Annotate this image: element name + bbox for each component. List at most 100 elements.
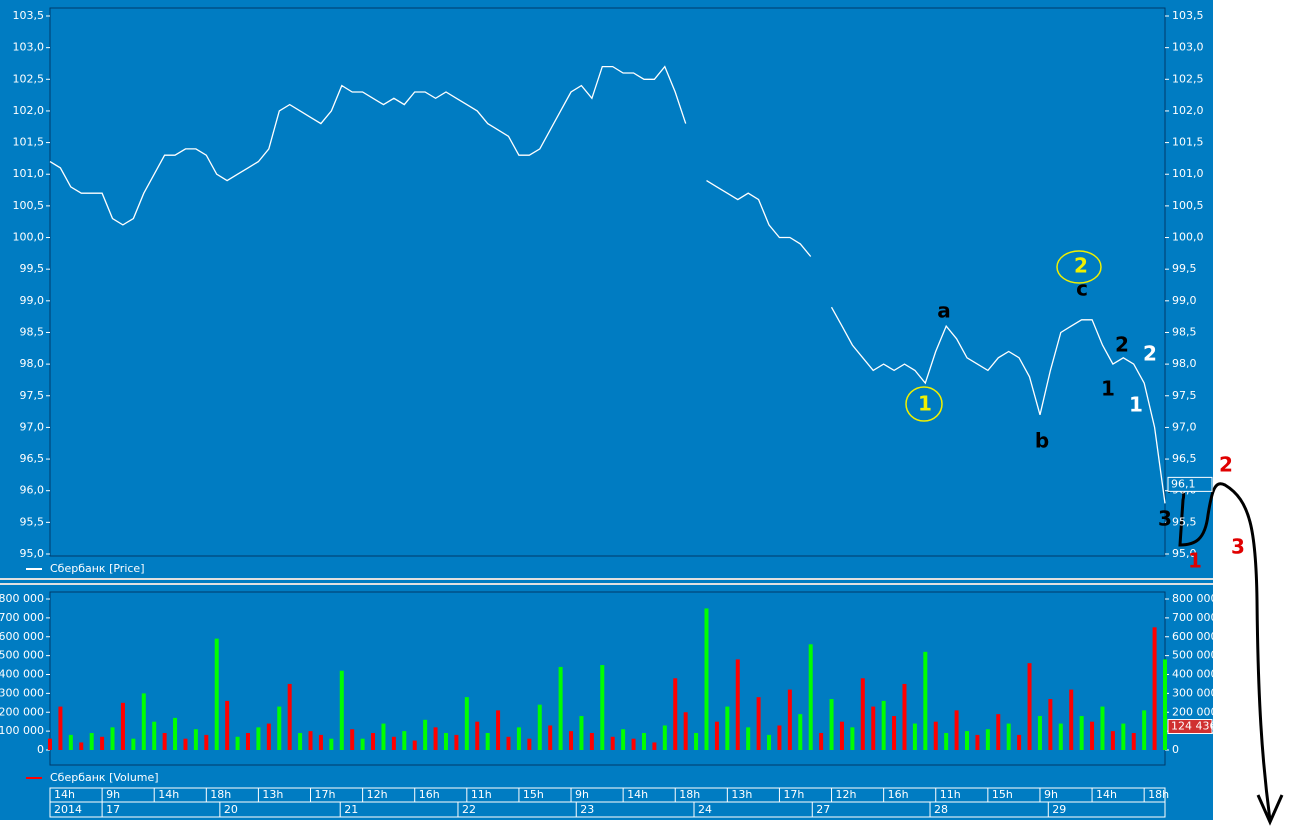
volume-bar <box>871 706 876 750</box>
volume-bar <box>371 733 376 750</box>
volume-bar <box>1131 733 1136 750</box>
volume-bar <box>1079 716 1084 750</box>
volume-bar <box>110 727 115 750</box>
volume-bar <box>235 736 240 750</box>
volume-bar <box>641 733 646 750</box>
date-label: 22 <box>462 803 476 816</box>
time-label: 12h <box>836 788 857 801</box>
last-value-box <box>1167 476 1213 492</box>
volume-bar <box>298 733 303 750</box>
y-tick-label: 101,5 <box>1172 136 1204 149</box>
volume-bar <box>152 721 157 750</box>
y-tick-label: 97,0 <box>20 420 45 433</box>
legend-label: Сбербанк [Volume] <box>50 771 159 784</box>
y-tick-label: 101,5 <box>13 136 45 149</box>
volume-bar <box>423 719 428 750</box>
wave-label: 2 <box>1219 453 1233 477</box>
date-label: 23 <box>580 803 594 816</box>
volume-bar <box>662 725 667 750</box>
annotation-circle <box>905 386 943 422</box>
volume-bar <box>1037 716 1042 750</box>
volume-bar <box>443 733 448 750</box>
y-tick-label: 102,0 <box>13 104 45 117</box>
y-tick-label: 97,0 <box>1172 420 1197 433</box>
y-tick-label: 101,0 <box>13 167 45 180</box>
y-tick-label: 200 000 <box>0 705 44 718</box>
volume-bar <box>829 699 834 750</box>
volume-bar <box>902 683 907 750</box>
y-tick-label: 300 000 <box>0 686 44 699</box>
y-tick-label: 98,5 <box>20 325 45 338</box>
y-tick-label: 95,0 <box>1172 547 1197 560</box>
y-tick-label: 500 000 <box>1172 649 1218 662</box>
y-tick-label: 600 000 <box>0 630 44 643</box>
y-tick-label: 103,0 <box>1172 41 1204 54</box>
y-tick-label: 96,5 <box>1172 452 1197 465</box>
y-tick-label: 102,5 <box>13 72 45 85</box>
volume-bar <box>329 738 334 750</box>
volume-bar <box>808 644 813 750</box>
volume-bar <box>256 727 261 750</box>
time-label: 9h <box>106 788 120 801</box>
last-value-label: 96,1 <box>1171 477 1196 490</box>
volume-bar <box>839 721 844 750</box>
y-tick-label: 95,5 <box>1172 515 1197 528</box>
y-tick-label: 100 000 <box>0 724 44 737</box>
volume-bar <box>777 725 782 750</box>
volume-bar <box>68 734 73 750</box>
y-tick-label: 100,0 <box>1172 231 1204 244</box>
volume-bar <box>610 736 615 750</box>
y-tick-label: 700 000 <box>1172 611 1218 624</box>
volume-bar <box>579 716 584 750</box>
volume-bar <box>912 723 917 750</box>
volume-bar <box>756 697 761 750</box>
volume-bar <box>735 659 740 750</box>
volume-bar <box>183 738 188 750</box>
volume-bar <box>798 714 803 750</box>
volume-bar <box>391 736 396 750</box>
y-tick-label: 95,5 <box>20 515 45 528</box>
wave-label: 2 <box>1143 342 1157 366</box>
volume-bar <box>173 717 178 750</box>
volume-bar <box>746 727 751 750</box>
volume-bar <box>558 666 563 750</box>
volume-bar <box>485 733 490 750</box>
volume-bar <box>433 727 438 750</box>
volume-bar <box>339 670 344 750</box>
volume-bar <box>631 738 636 750</box>
volume-bar <box>1152 627 1157 750</box>
volume-bar <box>120 702 125 750</box>
date-label: 24 <box>698 803 712 816</box>
y-tick-label: 700 000 <box>0 611 44 624</box>
volume-bar <box>131 738 136 750</box>
volume-bar <box>287 683 292 750</box>
wave-label: a <box>937 299 951 323</box>
volume-bar <box>318 734 323 750</box>
y-tick-label: 400 000 <box>1172 668 1218 681</box>
time-label: 9h <box>1044 788 1058 801</box>
time-label: 15h <box>992 788 1013 801</box>
volume-bar <box>589 733 594 750</box>
y-tick-label: 300 000 <box>1172 686 1218 699</box>
volume-bar <box>1058 723 1063 750</box>
volume-bar <box>266 723 271 750</box>
wave-label: 2 <box>1115 333 1129 357</box>
time-label: 17h <box>315 788 336 801</box>
y-tick-label: 103,0 <box>13 41 45 54</box>
volume-bar <box>225 700 230 750</box>
volume-bar <box>621 729 626 750</box>
volume-bar <box>1048 699 1053 750</box>
volume-bar <box>704 608 709 750</box>
date-label: 27 <box>816 803 830 816</box>
time-label: 12h <box>367 788 388 801</box>
volume-bar <box>1100 706 1105 750</box>
volume-bar <box>454 734 459 750</box>
time-label: 11h <box>471 788 492 801</box>
volume-bar <box>787 689 792 750</box>
volume-bar <box>892 716 897 750</box>
y-tick-label: 103,5 <box>13 9 45 22</box>
y-tick-label: 98,5 <box>1172 325 1197 338</box>
time-label: 18h <box>1148 788 1169 801</box>
volume-bar <box>600 665 605 750</box>
wave-label: c <box>1076 277 1088 301</box>
